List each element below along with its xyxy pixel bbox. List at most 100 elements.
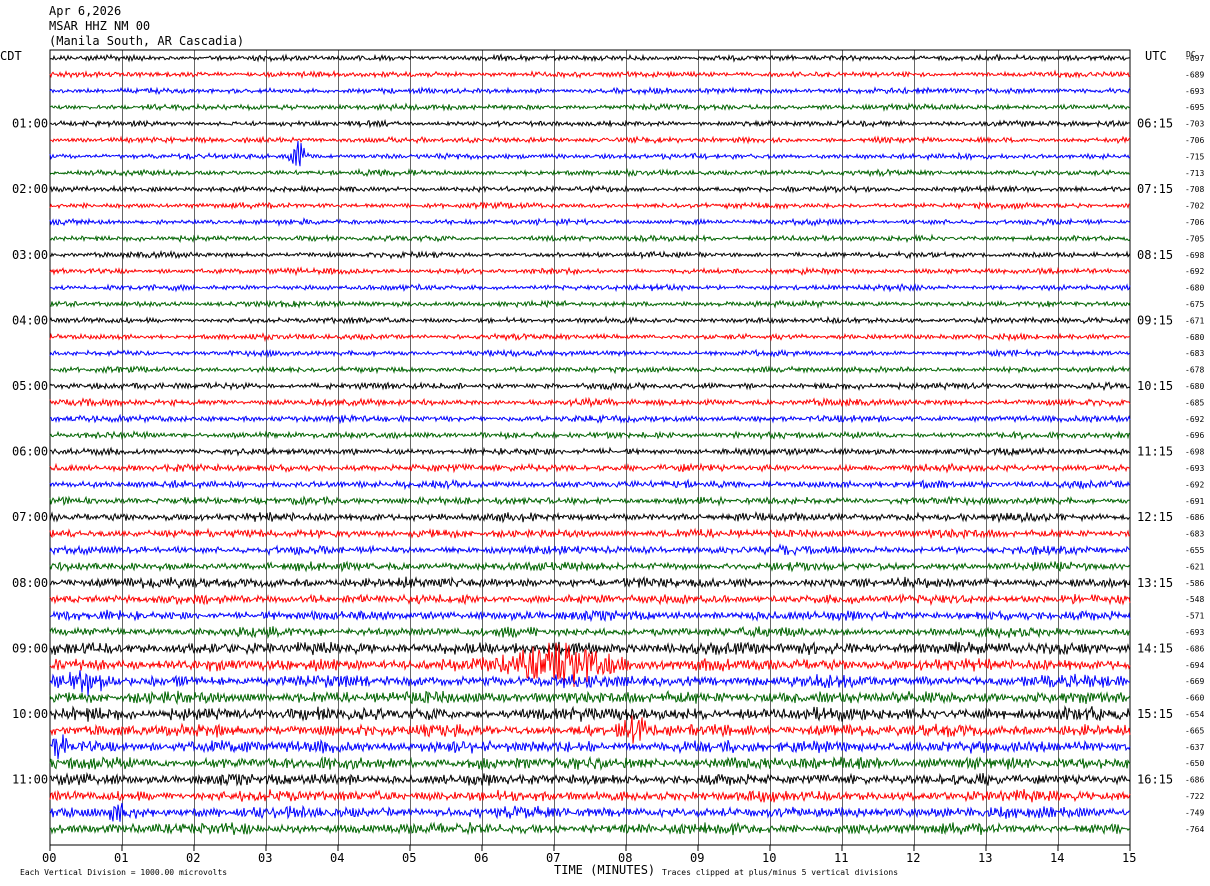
dc-offset-label: -703	[1185, 120, 1204, 129]
dc-offset-label: -696	[1185, 431, 1204, 440]
dc-offset-labels: -697 -689 -693 -695 -703 -706 -715 -713 -708 -702…	[1185, 54, 1204, 834]
seismic-trace	[49, 715, 1131, 744]
seismic-trace	[49, 364, 1131, 375]
dc-offset-label: -698	[1185, 448, 1204, 457]
cdt-time-label: 02:00	[12, 182, 48, 196]
utc-time-label: 16:15	[1137, 773, 1173, 787]
seismic-trace	[49, 201, 1130, 211]
dc-offset-label: -695	[1185, 103, 1204, 112]
cdt-time-label: 03:00	[12, 248, 48, 262]
seismic-trace	[49, 249, 1131, 260]
cdt-time-label: 11:00	[12, 773, 48, 787]
seismic-trace	[49, 705, 1131, 722]
dc-offset-label: -669	[1185, 677, 1204, 686]
seismic-trace	[49, 118, 1131, 129]
seismic-trace	[49, 135, 1131, 145]
dc-offset-label: -706	[1185, 136, 1204, 145]
x-tick-label: 07	[546, 851, 560, 865]
dc-offset-label: -693	[1185, 87, 1204, 96]
dc-offset-label: -671	[1185, 316, 1204, 325]
seismic-trace	[49, 53, 1131, 63]
grid	[49, 49, 1131, 846]
dc-offset-label: -705	[1185, 234, 1204, 243]
seismic-trace	[49, 495, 1131, 507]
dc-offset-label: -680	[1185, 333, 1204, 342]
left-axis-title: CDT	[0, 49, 22, 63]
dc-offset-label: -706	[1185, 218, 1204, 227]
seismic-trace	[49, 609, 1131, 623]
seismic-trace	[49, 478, 1131, 491]
dc-offset-label: -680	[1185, 382, 1204, 391]
x-tick-label: 09	[690, 851, 704, 865]
dc-offset-label: -693	[1185, 628, 1204, 637]
cdt-time-label: 05:00	[12, 379, 48, 393]
utc-time-label: 14:15	[1137, 641, 1173, 655]
dc-title: DC	[1186, 50, 1196, 59]
plot-frame	[49, 49, 1131, 846]
seismic-trace	[49, 282, 1131, 293]
dc-offset-label: -713	[1185, 169, 1204, 178]
dc-offset-label: -689	[1185, 70, 1204, 79]
dc-offset-label: -571	[1185, 612, 1204, 621]
dc-offset-label: -686	[1185, 644, 1204, 653]
cdt-time-label: 07:00	[12, 510, 48, 524]
seismic-trace	[49, 802, 1131, 822]
x-tick-label: 06	[474, 851, 488, 865]
seismic-trace	[49, 576, 1131, 590]
utc-time-label: 09:15	[1137, 313, 1173, 327]
seismic-trace	[49, 430, 1131, 441]
x-tick-label: 03	[258, 851, 272, 865]
utc-time-label: 11:15	[1137, 445, 1173, 459]
seismic-trace	[49, 527, 1131, 540]
utc-time-label: 13:15	[1137, 576, 1173, 590]
dc-offset-label: -654	[1185, 710, 1204, 719]
x-tick-label: 04	[330, 851, 344, 865]
cdt-time-label: 04:00	[12, 313, 48, 327]
dc-offset-label: -694	[1185, 661, 1204, 670]
dc-offset-label: -697	[1185, 54, 1204, 63]
dc-offset-label: -678	[1185, 366, 1204, 375]
seismic-trace	[49, 462, 1131, 474]
seismic-trace	[49, 102, 1131, 112]
seismic-trace	[49, 511, 1131, 524]
x-tick-label: 11	[834, 851, 848, 865]
seismic-trace	[49, 184, 1131, 194]
dc-offset-label: -692	[1185, 267, 1204, 276]
x-tick-label: 02	[186, 851, 200, 865]
time-labels: 01:00 02:00 03:00 04:00 05:00 06:00 07:00 08:00…	[12, 117, 1173, 787]
dc-offset-label: -692	[1185, 415, 1204, 424]
dc-offset-label: -621	[1185, 562, 1204, 571]
seismic-trace	[49, 217, 1131, 227]
header-date: Apr 6,2026	[49, 4, 122, 18]
x-tick-label: 15	[1122, 851, 1136, 865]
utc-time-label: 07:15	[1137, 182, 1173, 196]
seismic-trace	[49, 689, 1131, 706]
dc-offset-label: -708	[1185, 185, 1204, 194]
scale-note: Each Vertical Division = 1000.00 microvo…	[20, 868, 227, 877]
dc-offset-label: -586	[1185, 579, 1204, 588]
dc-offset-label: -665	[1185, 726, 1204, 735]
clip-note: Traces clipped at plus/minus 5 vertical …	[662, 868, 898, 877]
cdt-time-label: 08:00	[12, 576, 48, 590]
seismic-trace	[49, 69, 1131, 80]
dc-offset-label: -548	[1185, 595, 1204, 604]
dc-offset-label: -683	[1185, 349, 1204, 358]
seismic-trace	[49, 771, 1131, 787]
header-block: Apr 6,2026 MSAR HHZ NM 00 (Manila South, A…	[49, 4, 244, 49]
dc-offset-label: -655	[1185, 546, 1204, 555]
x-tick-label: 13	[978, 851, 992, 865]
seismic-trace	[49, 233, 1131, 244]
cdt-time-label: 09:00	[12, 641, 48, 655]
dc-offset-label: -764	[1185, 825, 1204, 834]
utc-time-label: 10:15	[1137, 379, 1173, 393]
dc-offset-label: -680	[1185, 284, 1204, 293]
seismic-trace	[49, 593, 1131, 607]
trace-group	[49, 53, 1131, 836]
seismic-trace	[49, 348, 1131, 359]
dc-offset-label: -650	[1185, 759, 1204, 768]
dc-offset-label: -702	[1185, 202, 1204, 211]
seismic-trace	[49, 413, 1131, 425]
seismic-trace	[49, 299, 1131, 309]
utc-time-label: 08:15	[1137, 248, 1173, 262]
